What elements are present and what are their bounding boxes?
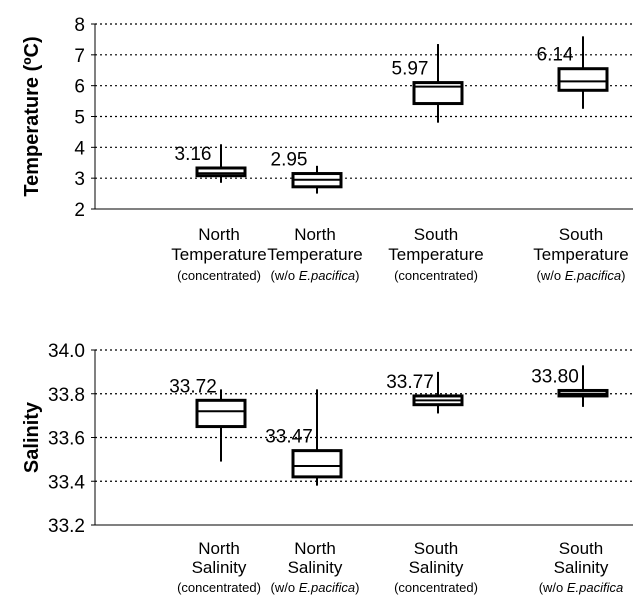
y-tick-label: 7 xyxy=(74,46,85,67)
y-tick-label: 33.6 xyxy=(48,429,85,450)
median-value-label: 3.16 xyxy=(175,144,212,165)
y-tick-label: 33.8 xyxy=(48,385,85,406)
category-sub-species: E.pacifica xyxy=(565,268,621,283)
y-tick-label: 33.4 xyxy=(48,472,85,493)
category-sub-text: (concentrated) xyxy=(177,268,261,283)
category-sub-text: (concentrated) xyxy=(394,268,478,283)
y-tick-label: 5 xyxy=(74,108,85,129)
y-tick-label: 4 xyxy=(74,138,85,159)
box xyxy=(291,449,343,479)
category-sub-end: ) xyxy=(355,268,359,283)
median-value-label: 33.47 xyxy=(265,427,313,448)
box xyxy=(557,67,609,92)
y-tick-label: 8 xyxy=(74,15,85,36)
category-label-line1: South xyxy=(559,539,603,558)
category-label-line2: Temperature xyxy=(388,245,483,264)
category-label-sub: (w/o E.pacifica xyxy=(539,580,624,595)
category-sub-species: E.pacifica xyxy=(567,580,623,595)
category-label-line2: Salinity xyxy=(288,558,343,577)
category-sub-text: (concentrated) xyxy=(177,580,261,595)
category-label-line1: South xyxy=(559,225,603,244)
category-sub-species: E.pacifica xyxy=(299,580,355,595)
y-axis-title: Salinity xyxy=(21,401,43,473)
category-label-line1: South xyxy=(414,539,458,558)
category-label-line2: Temperature xyxy=(171,245,266,264)
category-label-sub: (w/o E.pacifica) xyxy=(271,580,360,595)
median-value-label: 33.77 xyxy=(386,372,434,393)
y-tick-label: 34.0 xyxy=(48,341,85,362)
y-tick-label: 6 xyxy=(74,77,85,98)
category-label-sub: (w/o E.pacifica) xyxy=(271,268,360,283)
median-value-label: 33.72 xyxy=(169,376,217,397)
category-label-sub: (concentrated) xyxy=(177,580,261,595)
category-sub-text: (w/o xyxy=(271,580,299,595)
median-value-label: 33.80 xyxy=(531,366,579,387)
category-label-line2: Salinity xyxy=(554,558,609,577)
median-value-label: 2.95 xyxy=(271,150,308,171)
y-axis-title: Temperature (ºC) xyxy=(21,36,43,196)
temperature-panel: 2 3 4 5 6 7 8 Temperature (ºC) 3.16 2.95 5.97 6.14 N… xyxy=(21,15,633,283)
y-tick-label: 33.2 xyxy=(48,516,85,537)
category-label-line1: North xyxy=(294,539,336,558)
category-sub-end: ) xyxy=(355,580,359,595)
box xyxy=(412,81,464,106)
category-label-sub: (concentrated) xyxy=(394,268,478,283)
category-label-line1: North xyxy=(198,539,240,558)
category-label-line2: Temperature xyxy=(267,245,362,264)
category-label-line2: Salinity xyxy=(409,558,464,577)
category-sub-text: (w/o xyxy=(537,268,565,283)
category-sub-end: ) xyxy=(621,268,625,283)
category-label-sub: (w/o E.pacifica) xyxy=(537,268,626,283)
category-label-sub: (concentrated) xyxy=(177,268,261,283)
category-label-line1: North xyxy=(198,225,240,244)
category-label-line1: South xyxy=(414,225,458,244)
box xyxy=(195,166,247,178)
box xyxy=(195,398,247,429)
category-label-sub: (concentrated) xyxy=(394,580,478,595)
category-label-line2: Salinity xyxy=(192,558,247,577)
y-tick-label: 3 xyxy=(74,169,85,190)
category-label-line2: Temperature xyxy=(533,245,628,264)
category-sub-text: (concentrated) xyxy=(394,580,478,595)
salinity-panel: 33.2 33.4 33.6 33.8 34.0 Salinity 33.72 33.47 33… xyxy=(21,341,633,595)
category-sub-text: (w/o xyxy=(539,580,567,595)
category-sub-species: E.pacifica xyxy=(299,268,355,283)
median-value-label: 5.97 xyxy=(392,59,429,80)
category-sub-text: (w/o xyxy=(271,268,299,283)
y-tick-label: 2 xyxy=(74,200,85,221)
median-value-label: 6.14 xyxy=(537,45,574,66)
category-label-line1: North xyxy=(294,225,336,244)
